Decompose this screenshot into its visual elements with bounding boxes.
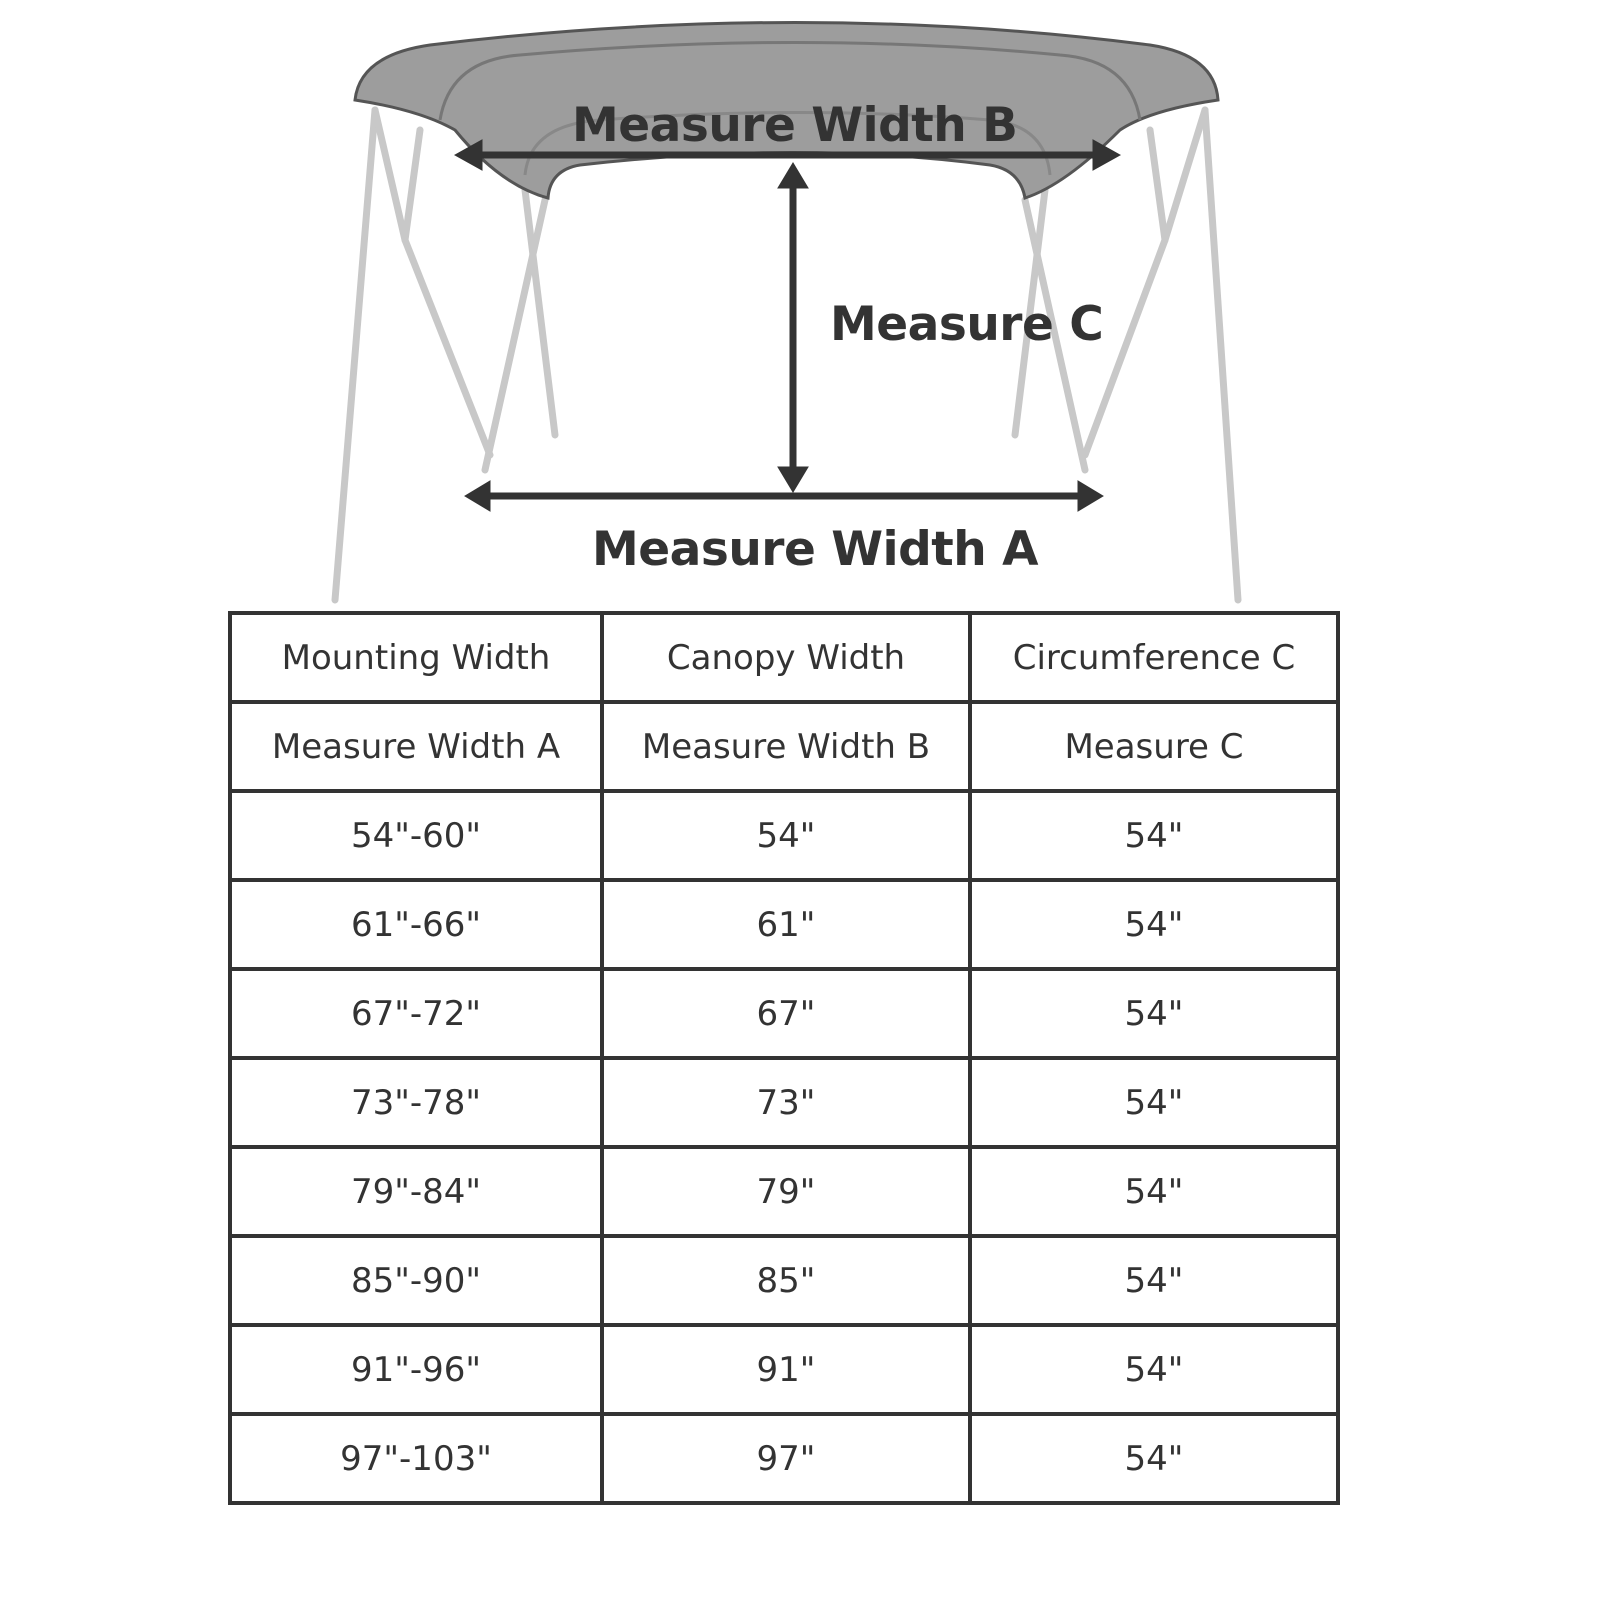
table-cell: 85" — [600, 1234, 972, 1327]
table-cell: 79"-84" — [228, 1145, 604, 1238]
table-cell: 54" — [968, 1056, 1340, 1149]
table-cell: 91"-96" — [228, 1323, 604, 1416]
table-cell: 73" — [600, 1056, 972, 1149]
table-cell: 54" — [968, 1323, 1340, 1416]
table-cell: 54" — [968, 789, 1340, 882]
arrow-head-down-c — [777, 466, 809, 493]
table-cell: 97" — [600, 1412, 972, 1505]
table-cell: 54" — [968, 878, 1340, 971]
header-row: Mounting Width Canopy Width Circumference … — [228, 611, 1340, 704]
table-cell: Canopy Width — [600, 611, 972, 704]
arrow-head-up-c — [777, 162, 809, 189]
table-cell: 97"-103" — [228, 1412, 604, 1505]
table-cell: 54" — [968, 1234, 1340, 1327]
table-cell: Measure Width A — [228, 700, 604, 793]
table-cell: 54" — [968, 967, 1340, 1060]
bimini-top-illustration — [331, 21, 1242, 604]
table-cell: 61" — [600, 878, 972, 971]
table-cell: 79" — [600, 1145, 972, 1238]
table-cell: Circumference C — [968, 611, 1340, 704]
table-cell: 67"-72" — [228, 967, 604, 1060]
header-row: Measure Width A Measure Width B Measure C — [228, 700, 1340, 793]
arrow-head-right-b — [1092, 139, 1122, 171]
table-row: 97"-103" 97" 54" — [228, 1412, 1340, 1505]
table-cell: 67" — [600, 967, 972, 1060]
size-chart-table: Mounting Width Canopy Width Circumference … — [228, 611, 1340, 1505]
table-cell: 54"-60" — [228, 789, 604, 882]
table-cell: Measure Width B — [600, 700, 972, 793]
table-row: 73"-78" 73" 54" — [228, 1056, 1340, 1149]
table-cell: Mounting Width — [228, 611, 604, 704]
table-cell: 73"-78" — [228, 1056, 604, 1149]
table-cell: 91" — [600, 1323, 972, 1416]
table-row: 54"-60" 54" 54" — [228, 789, 1340, 882]
table-cell: 54" — [968, 1145, 1340, 1238]
frame-poles — [331, 106, 1242, 604]
arrow-head-right-a — [1077, 480, 1104, 512]
arrow-head-left-b — [453, 139, 483, 171]
table-row: 91"-96" 91" 54" — [228, 1323, 1340, 1416]
table-cell: 54" — [968, 1412, 1340, 1505]
label-measure-c: Measure C — [830, 297, 1104, 352]
table-cell: 85"-90" — [228, 1234, 604, 1327]
table-row: 67"-72" 67" 54" — [228, 967, 1340, 1060]
table-cell: 54" — [600, 789, 972, 882]
table-row: 85"-90" 85" 54" — [228, 1234, 1340, 1327]
label-measure-width-b: Measure Width B — [572, 98, 1018, 153]
table-cell: 61"-66" — [228, 878, 604, 971]
table-row: 79"-84" 79" 54" — [228, 1145, 1340, 1238]
dimension-arrows — [453, 139, 1122, 512]
label-measure-width-a: Measure Width A — [592, 522, 1038, 577]
table-cell: Measure C — [968, 700, 1340, 793]
table-row: 61"-66" 61" 54" — [228, 878, 1340, 971]
bimini-top-diagram: Measure Width B Measure C Measure Width … — [0, 0, 1600, 610]
arrow-head-left-a — [464, 480, 491, 512]
